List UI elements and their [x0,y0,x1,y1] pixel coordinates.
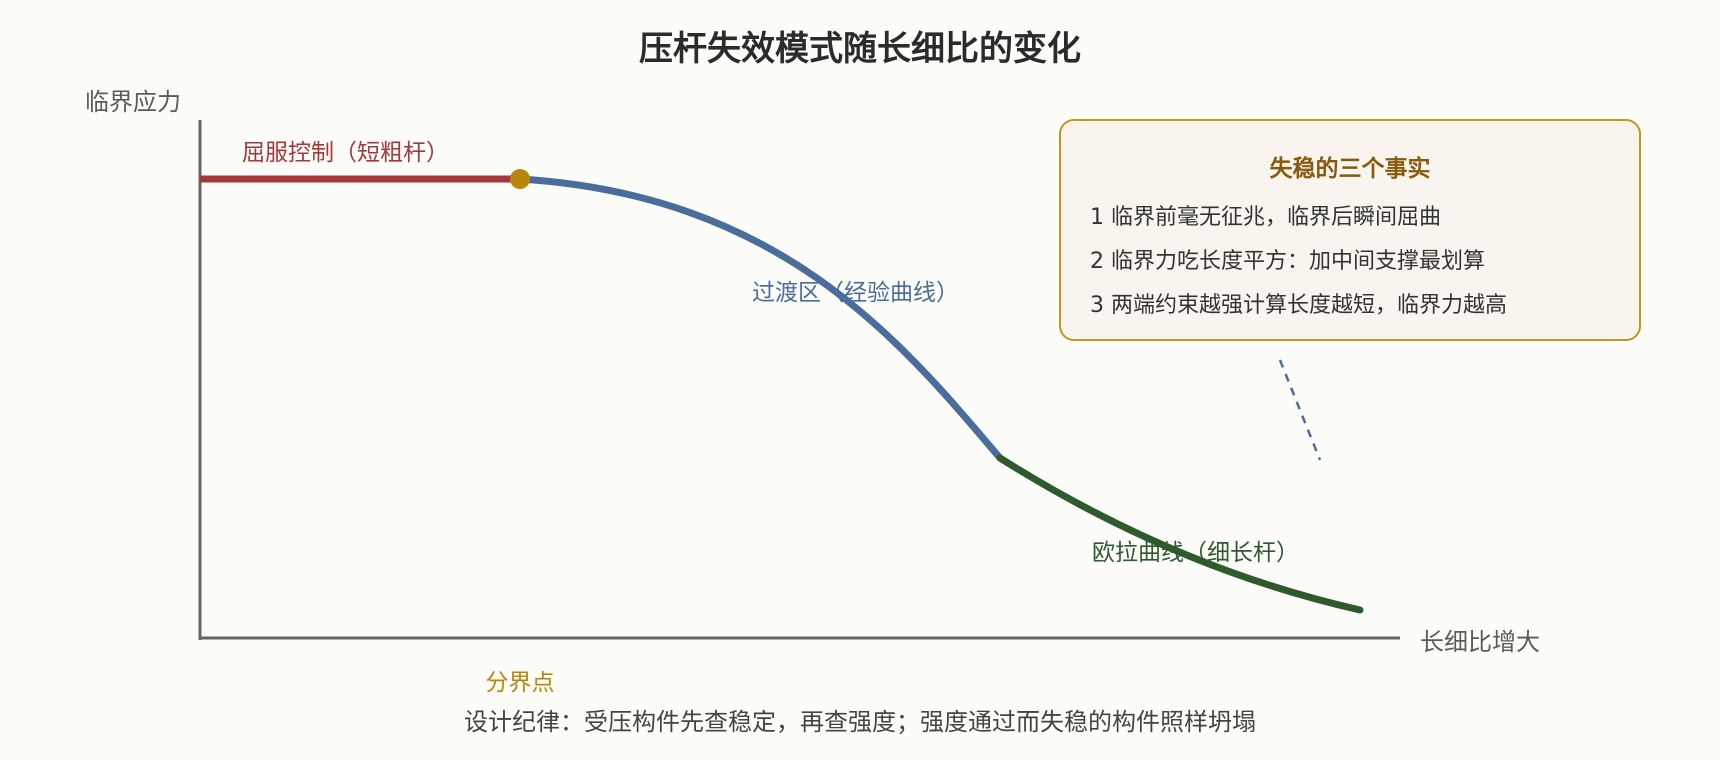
notes-item-2: 2 临界力吃长度平方：加中间支撑最划算 [1090,249,1485,274]
notes-item-1: 1 临界前毫无征兆，临界后瞬间屈曲 [1090,205,1441,230]
boundary-point-marker [510,169,530,189]
design-rule-footer: 设计纪律：受压构件先查稳定，再查强度；强度通过而失稳的构件照样坍塌 [464,708,1256,736]
notes-connector-line [1278,359,1322,461]
notes-box [1059,119,1641,341]
notes-item-3: 3 两端约束越强计算长度越短，临界力越高 [1090,293,1507,318]
notes-title: 失稳的三个事实 [1270,155,1431,182]
x-axis-label: 长细比增大 [1420,628,1540,656]
transition-curve [516,175,1004,462]
diagram-title: 压杆失效模式随长细比的变化 [639,29,1081,69]
transition-segment-label: 过渡区（经验曲线） [752,280,959,306]
euler-segment-label: 欧拉曲线（细长杆） [1092,540,1299,566]
boundary-point-label: 分界点 [486,670,555,696]
yield-segment-label: 屈服控制（短粗杆） [242,140,449,166]
euler-curve [996,454,1364,614]
y-axis-label: 临界应力 [85,88,181,116]
